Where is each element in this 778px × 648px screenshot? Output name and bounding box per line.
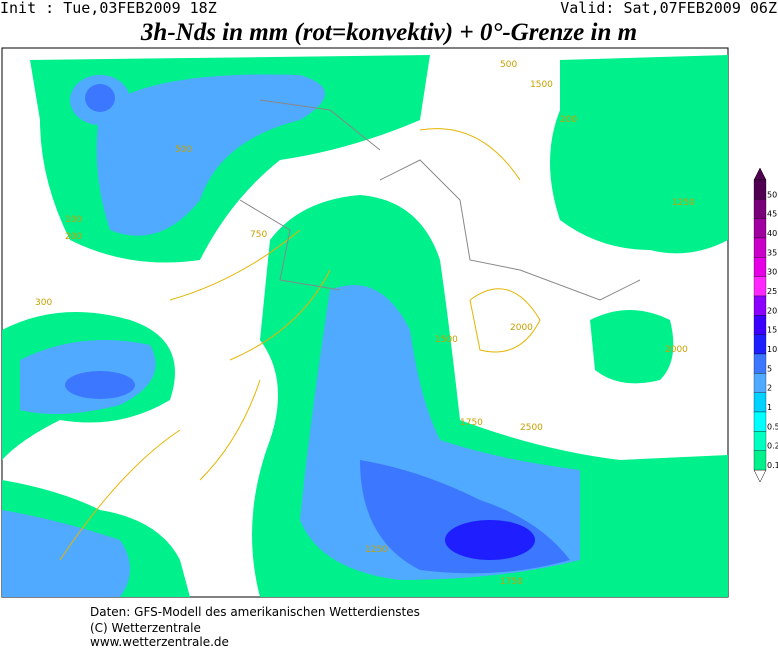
- map-title: 3h-Nds in mm (rot=konvektiv) + 0°-Grenze…: [140, 19, 637, 46]
- contour-label: 300: [35, 298, 52, 308]
- colorbar: 50 45 40 35 30 25 20 15 10 5 2 1 0.5 0.2 0.1: [753, 167, 778, 483]
- colorbar-swatch: [753, 392, 767, 413]
- colorbar-label: 20: [767, 306, 777, 315]
- colorbar-label: 10: [767, 345, 777, 354]
- contour-label: 200: [560, 115, 577, 125]
- contour-label: 500: [500, 60, 517, 70]
- colorbar-swatch: [753, 431, 767, 451]
- colorbar-label: 0.5: [767, 422, 778, 431]
- colorbar-swatch: [753, 315, 767, 335]
- colorbar-swatch: [753, 450, 767, 471]
- colorbar-swatch: [753, 257, 767, 277]
- contour-label: 1250: [672, 198, 695, 208]
- colorbar-swatch: [753, 334, 767, 355]
- footer-line: Daten: GFS-Modell des amerikanischen Wet…: [90, 605, 420, 619]
- colorbar-label: 1: [767, 403, 772, 412]
- colorbar-cap: [753, 167, 767, 181]
- contour-label: 1750: [460, 418, 483, 428]
- colorbar-cap: [753, 469, 767, 483]
- colorbar-swatch: [753, 411, 767, 432]
- contour-label: 1750: [500, 577, 523, 587]
- footer-line: (C) Wetterzentrale: [90, 621, 201, 635]
- colorbar-label: 15: [767, 326, 777, 335]
- contour-label: 1250: [365, 545, 388, 555]
- contour-label: 100: [65, 215, 82, 225]
- colorbar-swatch: [753, 353, 767, 374]
- colorbar-label: 25: [767, 287, 777, 296]
- colorbar-swatch: [753, 276, 767, 297]
- contour-label: 750: [250, 230, 267, 240]
- contour-label: 2000: [665, 345, 688, 355]
- colorbar-label: 2: [767, 384, 772, 393]
- contour-label: 200: [65, 232, 82, 242]
- colorbar-swatch: [753, 179, 767, 200]
- colorbar-label: 50: [767, 190, 777, 199]
- colorbar-swatch: [753, 373, 767, 393]
- colorbar-label: 0.2: [767, 442, 778, 451]
- colorbar-swatch: [753, 295, 767, 316]
- colorbar-label: 45: [767, 210, 777, 219]
- colorbar-label: 35: [767, 248, 777, 257]
- contour-label: 1500: [530, 80, 553, 90]
- valid-time: Valid: Sat,07FEB2009 06Z: [560, 0, 777, 17]
- colorbar-swatch: [753, 237, 767, 258]
- colorbar-label: 5: [767, 364, 772, 373]
- map: 500 750 100 200 300 500 200 1750 1250 1500 2000 250…: [1, 47, 729, 598]
- colorbar-swatch: [753, 218, 767, 239]
- colorbar-label: 40: [767, 229, 777, 238]
- footer-line: www.wetterzentrale.de: [90, 635, 229, 648]
- colorbar-label: 30: [767, 268, 777, 277]
- init-time: Init : Tue,03FEB2009 18Z: [0, 0, 217, 17]
- contour-label: 500: [175, 145, 192, 155]
- contour-label: 2000: [510, 323, 533, 333]
- contour-label: 1500: [435, 335, 458, 345]
- contour-label: 2500: [520, 423, 543, 433]
- colorbar-swatch: [753, 199, 767, 219]
- colorbar-label: 0.1: [767, 461, 778, 470]
